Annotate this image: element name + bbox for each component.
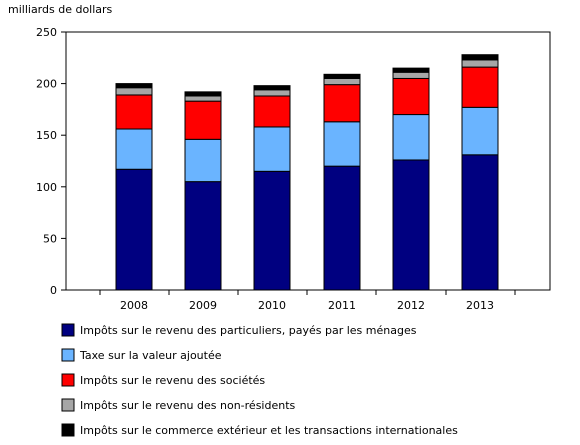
legend: Impôts sur le revenu des particuliers, p… [61,323,458,437]
bar-segment-2009-series-4 [184,91,222,97]
bar-segment-2013-series-0 [461,154,499,291]
bar-segment-2013-series-3 [461,59,499,68]
bar-segment-2012-series-0 [392,159,430,291]
legend-label: Impôts sur le revenu des sociétés [80,374,265,387]
bar-segment-2012-series-2 [392,77,430,116]
bar-segment-2009-series-0 [184,181,222,291]
x-axis-ticks: 2008 2009 2010 2011 2012 2013 [99,290,516,312]
bar-segment-2012-series-1 [392,114,430,161]
legend-label: Taxe sur la valeur ajoutée [79,349,222,362]
bar-segment-2010-series-0 [253,170,291,291]
plot-frame [65,31,551,291]
bar-segment-2010-series-3 [253,89,291,97]
bar-segment-2009-series-1 [184,138,222,183]
bars [115,54,499,291]
legend-label: Impôts sur le revenu des particuliers, p… [80,324,417,337]
x-tick-label: 2011 [328,299,356,312]
bar-segment-2010-series-2 [253,95,291,128]
y-tick-label: 50 [43,232,57,245]
x-tick-label: 2009 [189,299,217,312]
bar-segment-2008-series-2 [115,94,153,130]
y-axis-title: milliards de dollars [8,3,113,16]
bar-segment-2008-series-4 [115,83,153,89]
bar-segment-2013-series-1 [461,106,499,156]
legend-swatch [61,373,75,387]
bar-segment-2008-series-0 [115,168,153,291]
bar-segment-2010-series-4 [253,85,291,91]
y-tick-label: 250 [36,26,57,39]
y-tick-label: 0 [50,284,57,297]
legend-label: Impôts sur le commerce extérieur et les … [80,424,458,437]
x-tick-label: 2008 [120,299,148,312]
x-tick-label: 2012 [397,299,425,312]
legend-swatch [61,323,75,337]
bar-segment-2011-series-2 [323,84,361,123]
bar-segment-2011-series-1 [323,121,361,167]
bar-segment-2012-series-3 [392,71,430,79]
legend-swatch [61,348,75,362]
bar-segment-2011-series-0 [323,165,361,291]
bar-segment-2012-series-4 [392,67,430,73]
x-tick-label: 2010 [258,299,286,312]
legend-swatch [61,398,75,412]
y-axis-ticks: 0 50 100 150 200 250 [36,26,66,297]
bar-segment-2013-series-2 [461,66,499,108]
legend-swatch [61,423,75,437]
y-tick-label: 200 [36,78,57,91]
y-tick-label: 100 [36,181,57,194]
x-tick-label: 2013 [466,299,494,312]
bar-segment-2013-series-4 [461,54,499,61]
bar-segment-2010-series-1 [253,126,291,172]
y-tick-label: 150 [36,129,57,142]
bar-segment-2009-series-3 [184,95,222,102]
bar-segment-2009-series-2 [184,100,222,140]
bar-segment-2008-series-3 [115,87,153,96]
bar-segment-2008-series-1 [115,128,153,170]
bar-segment-2011-series-4 [323,73,361,79]
legend-label: Impôts sur le revenu des non-résidents [80,399,296,412]
bar-segment-2011-series-3 [323,77,361,86]
